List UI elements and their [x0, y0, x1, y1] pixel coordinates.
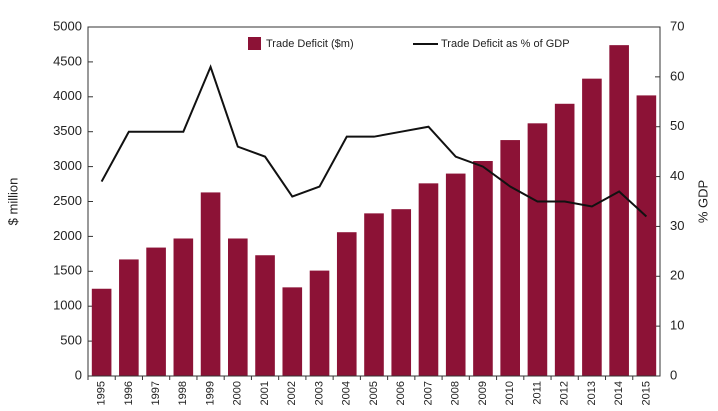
bar	[173, 238, 194, 376]
bar	[554, 103, 575, 376]
y-tick-label: 3500	[53, 123, 82, 138]
bar	[91, 288, 112, 376]
plot-frame	[87, 26, 661, 377]
y-tick-label: 4500	[53, 53, 82, 68]
bar	[391, 209, 412, 376]
y-tick-label: 1500	[53, 263, 82, 278]
y-tick-label: 500	[60, 333, 82, 348]
bar	[119, 259, 139, 376]
x-tick-label: 2003	[313, 381, 325, 405]
bar	[527, 123, 548, 376]
legend-label: Trade Deficit as % of GDP	[441, 38, 570, 50]
y-tick-label: 2500	[53, 193, 82, 208]
bar	[609, 45, 629, 376]
x-tick-label: 2012	[559, 381, 571, 405]
y2-axis-label: % GDP	[695, 180, 710, 223]
y-tick-label: 5000	[53, 18, 82, 33]
bar	[200, 192, 221, 376]
x-tick-label: 2001	[259, 381, 271, 405]
y-tick-label: 4000	[53, 88, 82, 103]
bar	[282, 287, 303, 376]
x-tick-label: 2002	[286, 381, 298, 405]
bar	[582, 78, 602, 376]
x-tick-label: 2007	[422, 381, 434, 405]
x-tick-label: 1995	[96, 381, 108, 405]
y-tick-label: 3000	[53, 158, 82, 173]
x-tick-label: 2011	[531, 381, 543, 405]
x-tick-label: 2004	[341, 381, 353, 405]
x-tick-label: 1998	[177, 381, 189, 405]
x-tick-label: 2009	[477, 381, 489, 405]
y2-tick-label: 50	[670, 118, 684, 133]
y2-tick-label: 30	[670, 218, 684, 233]
x-tick-label: 1999	[204, 381, 216, 405]
x-tick-label: 1997	[150, 381, 162, 405]
bar	[500, 140, 520, 376]
y2-tick-label: 70	[670, 18, 684, 33]
y-tick-label: 1000	[53, 298, 82, 313]
y2-tick-label: 20	[670, 268, 684, 283]
bar	[418, 183, 439, 376]
bar	[445, 173, 466, 376]
bar	[473, 161, 493, 376]
x-tick-label: 2015	[640, 381, 652, 405]
bar	[636, 95, 657, 377]
bar	[309, 270, 330, 376]
y2-tick-label: 40	[670, 168, 684, 183]
x-tick-label: 2005	[368, 381, 380, 405]
bar	[255, 255, 275, 376]
x-tick-label: 2013	[586, 381, 598, 405]
legend-swatch	[248, 37, 261, 50]
y2-tick-label: 60	[670, 68, 684, 83]
y2-tick-label: 0	[670, 367, 677, 382]
x-tick-label: 2000	[232, 381, 244, 405]
y-tick-label: 2000	[53, 228, 82, 243]
bar	[336, 232, 357, 376]
bar	[146, 247, 166, 376]
bar	[364, 213, 384, 376]
x-tick-label: 2008	[450, 381, 462, 405]
y2-tick-label: 10	[670, 318, 684, 333]
y-axis-label: $ million	[5, 178, 20, 226]
x-tick-label: 2006	[395, 381, 407, 405]
y-tick-label: 0	[75, 367, 82, 382]
x-tick-label: 2010	[504, 381, 516, 405]
x-tick-label: 1996	[123, 381, 135, 405]
line	[100, 64, 648, 218]
legend-label: Trade Deficit ($m)	[266, 38, 354, 50]
x-tick-label: 2014	[613, 381, 625, 405]
bar	[228, 238, 248, 376]
